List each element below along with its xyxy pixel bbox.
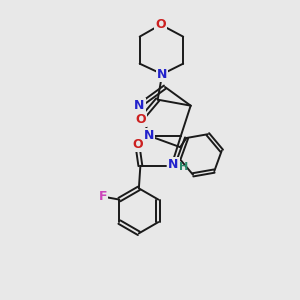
Text: N: N bbox=[134, 99, 145, 112]
Text: O: O bbox=[155, 18, 166, 31]
Text: F: F bbox=[99, 190, 107, 203]
Text: O: O bbox=[136, 113, 146, 126]
Text: N: N bbox=[168, 158, 178, 171]
Text: H: H bbox=[178, 162, 188, 172]
Text: N: N bbox=[144, 129, 154, 142]
Text: N: N bbox=[157, 68, 167, 81]
Text: O: O bbox=[132, 138, 143, 151]
